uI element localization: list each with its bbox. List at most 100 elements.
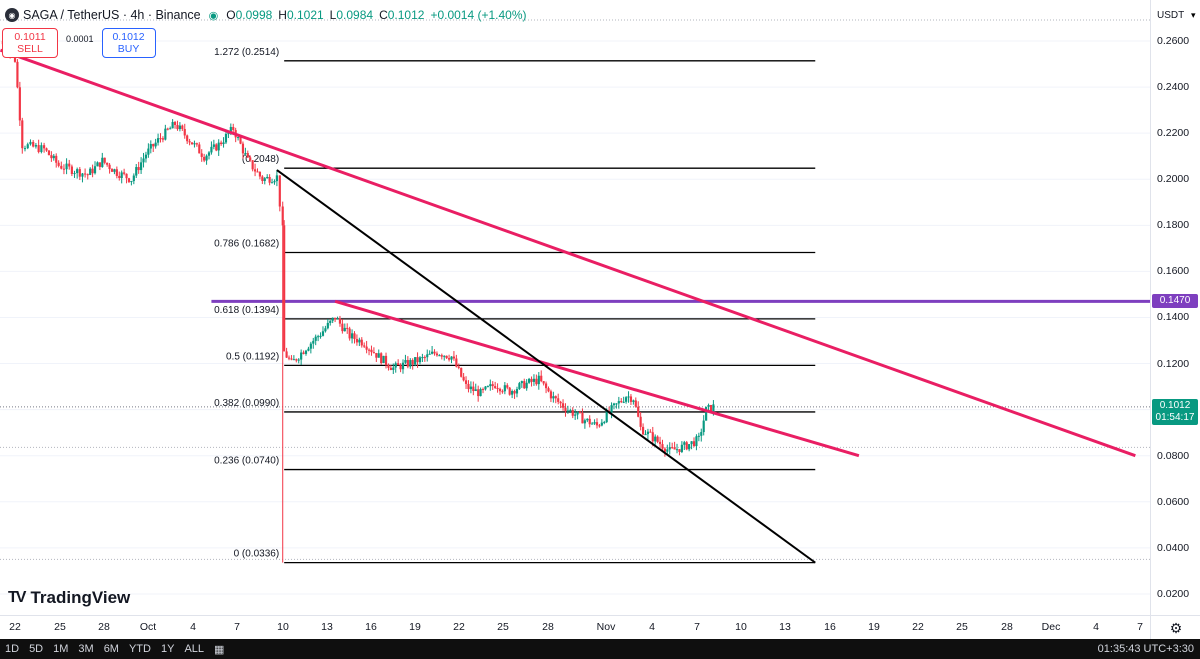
candle-body [164, 128, 167, 140]
candle-body [634, 400, 637, 407]
candle-body [18, 87, 21, 121]
candle-body [113, 169, 116, 172]
candle-body [96, 162, 99, 167]
candle-body [617, 401, 620, 404]
tradingview-logo[interactable]: TV TradingView [8, 588, 130, 608]
candle-body [431, 351, 434, 354]
candle-body [561, 403, 565, 408]
candle-body [103, 157, 106, 163]
candle-body [484, 386, 487, 390]
price-tick: 0.0200 [1157, 587, 1190, 600]
trendline[interactable] [0, 48, 1136, 458]
candle-body [365, 346, 368, 350]
candle-body [149, 144, 152, 149]
candle-body [343, 327, 346, 332]
currency-dropdown-icon[interactable]: ▾ [1191, 10, 1196, 20]
price-tick: 0.2000 [1157, 173, 1190, 186]
candle-body [603, 422, 606, 424]
candle-body [314, 336, 317, 341]
range-3m[interactable]: 3M [78, 643, 94, 655]
candle-body [45, 148, 48, 151]
candle-body [60, 165, 63, 169]
candle-body [688, 444, 691, 450]
candle-body [583, 420, 586, 424]
candle-body [380, 353, 383, 364]
chart-settings-button[interactable]: ⚙ [1150, 615, 1200, 640]
close-value: 0.1012 [387, 8, 425, 22]
time-tick: 13 [321, 621, 333, 633]
clock-timezone[interactable]: 01:35:43 UTC+3:30 [1097, 643, 1194, 655]
date-range-icon[interactable]: ▦ [214, 643, 225, 656]
range-6m[interactable]: 6M [103, 643, 119, 655]
candle-body [130, 181, 133, 183]
candle-body [147, 148, 150, 155]
range-1y[interactable]: 1Y [160, 643, 175, 655]
range-1m[interactable]: 1M [53, 643, 69, 655]
candle-body [496, 388, 499, 390]
candle-body [610, 405, 613, 413]
candle-body [656, 436, 659, 442]
candle-body [176, 124, 179, 130]
time-tick: 13 [779, 621, 791, 633]
currency-label[interactable]: USDT [1157, 10, 1185, 21]
candle-body [292, 359, 295, 361]
candle-body [503, 385, 506, 392]
time-tick: Nov [596, 621, 616, 633]
candle-body [239, 137, 242, 144]
time-axis[interactable]: 22 25 28 Oct 4 7 10 13 16 19 22 25 28 Nov 4 7 10 13 16 19 22… [0, 615, 1150, 640]
candle-body [270, 182, 274, 184]
candle-body [86, 174, 89, 176]
candle-body [673, 447, 676, 450]
range-all[interactable]: ALL [184, 643, 205, 655]
candle-body [215, 144, 218, 151]
fib-level-label: 0 (0.0336) [234, 549, 280, 560]
candle-body [140, 162, 143, 171]
eye-icon[interactable]: ◉ [208, 9, 219, 22]
candle-body [661, 444, 664, 449]
candle-body [426, 354, 429, 358]
candle-body [205, 155, 208, 161]
candle-countdown: 01:54:17 [1155, 411, 1195, 423]
candle-body [595, 422, 599, 426]
high-value: 0.1021 [286, 8, 324, 22]
candle-body [440, 355, 443, 357]
price-tick: 0.1400 [1157, 311, 1190, 324]
candle-body [317, 336, 320, 338]
candle-body [178, 125, 181, 130]
candle-body [154, 142, 157, 147]
candle-body [355, 339, 359, 343]
candle-body [690, 441, 693, 445]
symbol-title[interactable]: SAGA / TetherUS · 4h · Binance [23, 8, 201, 22]
candle-body [438, 355, 441, 357]
buy-button[interactable]: 0.1012 BUY [101, 28, 156, 58]
candle-body [237, 137, 240, 139]
candle-body [639, 416, 642, 427]
candle-body [319, 335, 322, 337]
candle-body [435, 353, 439, 356]
candle-body [612, 403, 616, 406]
candle-body [394, 363, 397, 368]
fib-trend-line[interactable] [276, 169, 816, 564]
candle-body [249, 157, 252, 161]
candle-body [418, 357, 422, 363]
range-1d[interactable]: 1D [5, 643, 20, 655]
candle-body [266, 176, 269, 179]
price-chart[interactable]: 1.272 (0.2514) (0.2048) 0.786 (0.1682) 0.61… [0, 0, 1150, 615]
range-ytd[interactable]: YTD [128, 643, 151, 655]
price-axis[interactable]: USDT ▾ 0.2600 0.2400 0.2200 0.2000 0.1800 0.1… [1150, 0, 1200, 615]
range-5d[interactable]: 5D [29, 643, 44, 655]
time-tick: 28 [1001, 621, 1013, 633]
price-tick: 0.0800 [1157, 449, 1190, 462]
time-tick: Dec [1041, 621, 1061, 633]
candle-body [229, 126, 232, 134]
candle-body [241, 143, 245, 154]
candle-body [455, 358, 458, 367]
sell-button[interactable]: 0.1011 SELL [2, 28, 58, 58]
gear-icon: ⚙ [1169, 619, 1183, 636]
candle-body [312, 340, 315, 344]
trendline[interactable] [334, 299, 860, 458]
candle-body [40, 145, 43, 153]
candle-body [297, 359, 300, 361]
fib-level-label: 0.786 (0.1682) [214, 239, 279, 250]
candle-body [186, 135, 189, 142]
